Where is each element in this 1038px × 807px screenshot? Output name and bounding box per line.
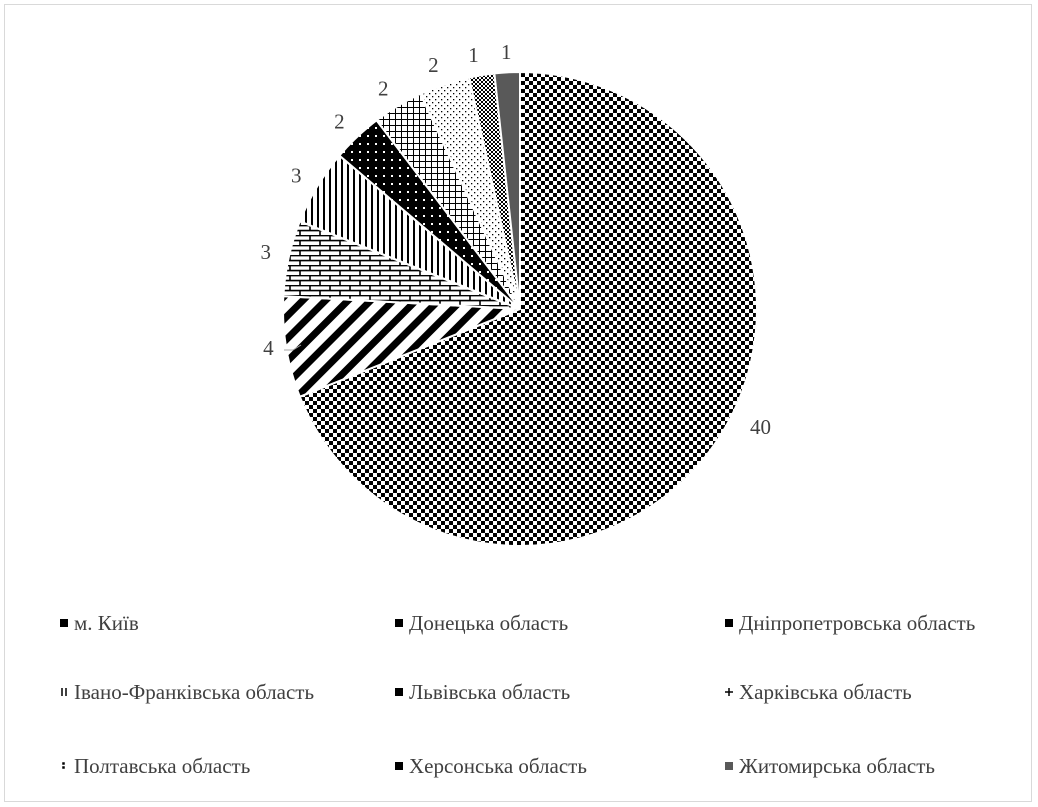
chart-area: 40 4 3 3 2 2 2 1 1 м. Київ Донецька область Дніпро… xyxy=(4,4,1032,802)
data-label: 3 xyxy=(260,240,271,264)
data-label: 2 xyxy=(334,110,345,134)
legend-swatch xyxy=(395,619,403,627)
data-label: 4 xyxy=(263,336,274,360)
legend-item: м. Київ xyxy=(60,608,139,638)
data-label: 40 xyxy=(750,415,771,439)
legend-swatch xyxy=(395,762,403,770)
legend-swatch xyxy=(60,688,68,696)
legend-label: Житомирська область xyxy=(739,753,935,778)
pie-slice xyxy=(298,70,758,547)
data-label: 3 xyxy=(291,163,302,187)
legend-item: Харківська область xyxy=(725,677,912,707)
legend-label: Івано-Франківська область xyxy=(74,679,315,704)
legend-swatch xyxy=(725,688,733,696)
legend-item: Дніпропетровська область xyxy=(725,608,975,638)
pie-chart: 40 4 3 3 2 2 2 1 1 xyxy=(260,40,771,547)
data-label: 1 xyxy=(501,40,512,64)
legend-swatch xyxy=(395,688,403,696)
legend-item: Житомирська область xyxy=(725,751,935,781)
legend-label: Львівська область xyxy=(409,679,571,704)
legend-label: Харківська область xyxy=(739,679,912,704)
legend-swatch xyxy=(60,762,68,770)
legend-swatch xyxy=(725,619,733,627)
legend-label: Дніпропетровська область xyxy=(739,610,976,635)
legend-item: Львівська область xyxy=(395,677,570,707)
legend-item: Полтавська область xyxy=(60,751,250,781)
legend-label: Донецька область xyxy=(409,610,569,635)
leader-line xyxy=(284,344,302,351)
legend-item: Херсонська область xyxy=(395,751,587,781)
legend-item: Івано-Франківська область xyxy=(60,677,314,707)
data-label: 1 xyxy=(468,43,479,67)
data-label: 2 xyxy=(428,53,439,77)
legend-label: Херсонська область xyxy=(409,753,587,778)
legend-label: Полтавська область xyxy=(74,753,251,778)
legend-item: Донецька область xyxy=(395,608,568,638)
pie-slice xyxy=(282,295,521,399)
legend-swatch xyxy=(725,762,733,770)
legend-swatch xyxy=(60,619,68,627)
data-label: 2 xyxy=(378,76,389,100)
pie-slice xyxy=(493,70,521,310)
legend-label: м. Київ xyxy=(74,610,139,635)
